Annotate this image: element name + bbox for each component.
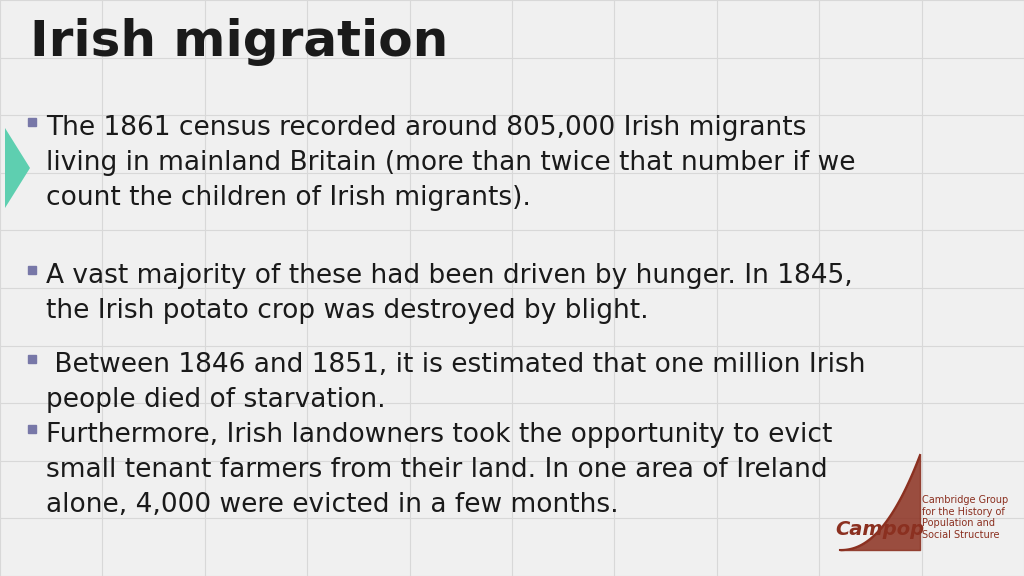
Polygon shape [5,128,30,208]
Text: Between 1846 and 1851, it is estimated that one million Irish: Between 1846 and 1851, it is estimated t… [46,352,865,378]
Text: living in mainland Britain (more than twice that number if we: living in mainland Britain (more than tw… [46,150,855,176]
Text: Irish migration: Irish migration [30,18,449,66]
Text: alone, 4,000 were evicted in a few months.: alone, 4,000 were evicted in a few month… [46,492,618,518]
Text: Campop: Campop [835,520,924,539]
Text: Cambridge Group
for the History of
Population and
Social Structure: Cambridge Group for the History of Popul… [922,495,1009,540]
Text: count the children of Irish migrants).: count the children of Irish migrants). [46,185,530,211]
Text: A vast majority of these had been driven by hunger. In 1845,: A vast majority of these had been driven… [46,263,853,289]
Text: small tenant farmers from their land. In one area of Ireland: small tenant farmers from their land. In… [46,457,827,483]
Text: Furthermore, Irish landowners took the opportunity to evict: Furthermore, Irish landowners took the o… [46,422,833,448]
Text: The 1861 census recorded around 805,000 Irish migrants: The 1861 census recorded around 805,000 … [46,115,806,141]
Text: people died of starvation.: people died of starvation. [46,387,386,413]
Text: the Irish potato crop was destroyed by blight.: the Irish potato crop was destroyed by b… [46,298,648,324]
